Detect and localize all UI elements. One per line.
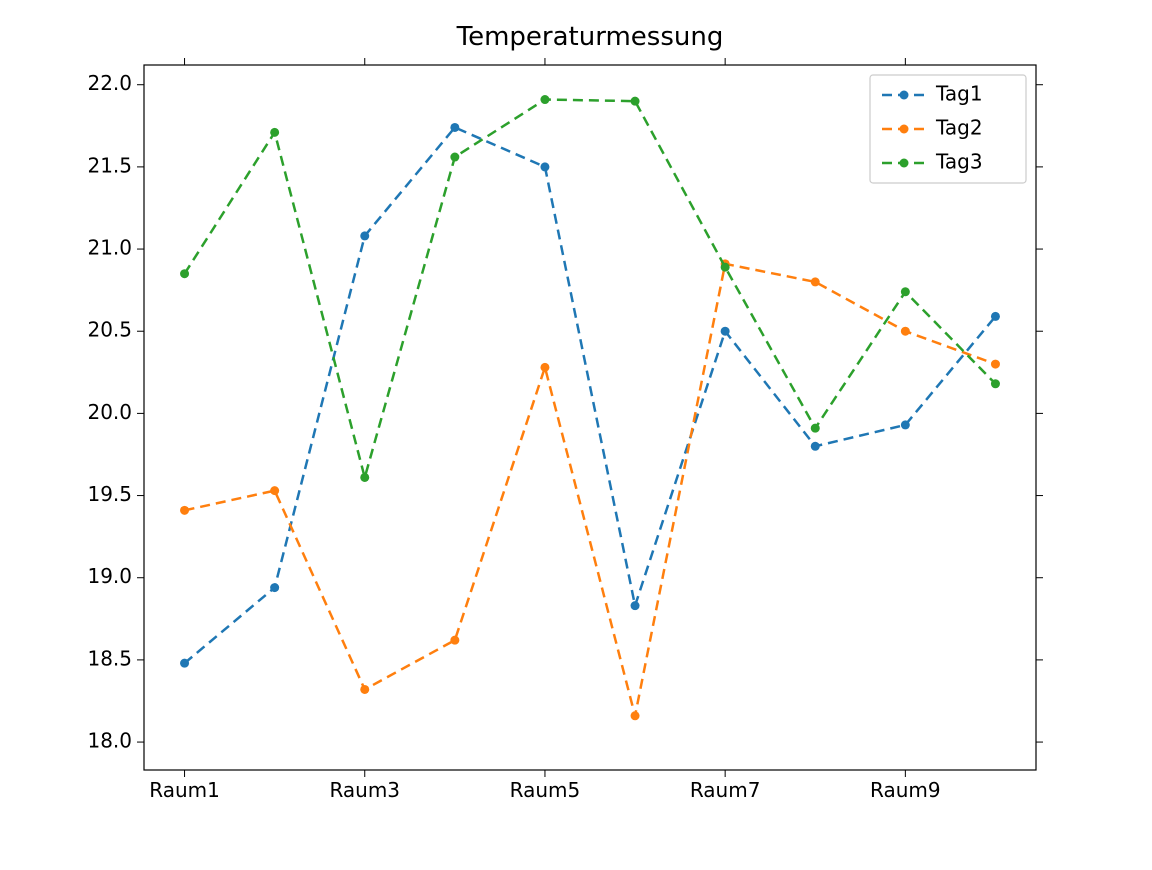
- y-tick-label: 20.0: [87, 400, 132, 424]
- series-marker-tag3: [631, 97, 640, 106]
- series-marker-tag3: [721, 263, 730, 272]
- y-tick-label: 22.0: [87, 71, 132, 95]
- legend-label-tag1: Tag1: [935, 82, 983, 106]
- series-marker-tag1: [450, 123, 459, 132]
- series-marker-tag1: [811, 442, 820, 451]
- series-marker-tag3: [360, 473, 369, 482]
- series-marker-tag2: [811, 277, 820, 286]
- series-marker-tag3: [270, 128, 279, 137]
- series-marker-tag2: [540, 363, 549, 372]
- y-tick-label: 19.5: [87, 482, 132, 506]
- y-tick-label: 18.5: [87, 646, 132, 670]
- y-tick-label: 19.0: [87, 564, 132, 588]
- x-tick-label: Raum5: [510, 778, 581, 802]
- x-tick-label: Raum1: [149, 778, 220, 802]
- legend-label-tag2: Tag2: [935, 116, 983, 140]
- series-marker-tag2: [991, 360, 1000, 369]
- legend: Tag1 Tag2 Tag3: [870, 75, 1026, 183]
- line-chart: Temperaturmessung 18.0 18.5 19.0 19.5 20.0 20.…: [0, 0, 1152, 870]
- chart-container: Temperaturmessung 18.0 18.5 19.0 19.5 20.0 20.…: [0, 0, 1152, 870]
- y-tick-label: 20.5: [87, 318, 132, 342]
- y-tick-label: 21.5: [87, 153, 132, 177]
- series-marker-tag1: [540, 162, 549, 171]
- legend-marker-tag3: [900, 159, 909, 168]
- y-tick-label: 21.0: [87, 236, 132, 260]
- x-tick-label: Raum3: [329, 778, 400, 802]
- series-marker-tag3: [540, 95, 549, 104]
- series-marker-tag2: [270, 486, 279, 495]
- series-marker-tag2: [450, 636, 459, 645]
- series-marker-tag2: [631, 711, 640, 720]
- series-marker-tag1: [991, 312, 1000, 321]
- x-tick-label: Raum7: [690, 778, 761, 802]
- x-tick-label: Raum9: [870, 778, 941, 802]
- series-marker-tag2: [180, 506, 189, 515]
- series-marker-tag3: [180, 269, 189, 278]
- series-marker-tag3: [811, 424, 820, 433]
- series-marker-tag3: [991, 379, 1000, 388]
- legend-marker-tag2: [900, 125, 909, 134]
- series-marker-tag3: [450, 153, 459, 162]
- chart-title: Temperaturmessung: [456, 22, 724, 52]
- series-marker-tag1: [360, 231, 369, 240]
- series-marker-tag1: [631, 601, 640, 610]
- series-marker-tag1: [180, 659, 189, 668]
- y-tick-label: 18.0: [87, 729, 132, 753]
- series-marker-tag1: [721, 327, 730, 336]
- legend-label-tag3: Tag3: [935, 150, 983, 174]
- series-marker-tag1: [270, 583, 279, 592]
- legend-marker-tag1: [900, 91, 909, 100]
- series-marker-tag3: [901, 287, 910, 296]
- series-marker-tag2: [360, 685, 369, 694]
- series-marker-tag2: [901, 327, 910, 336]
- series-marker-tag1: [901, 420, 910, 429]
